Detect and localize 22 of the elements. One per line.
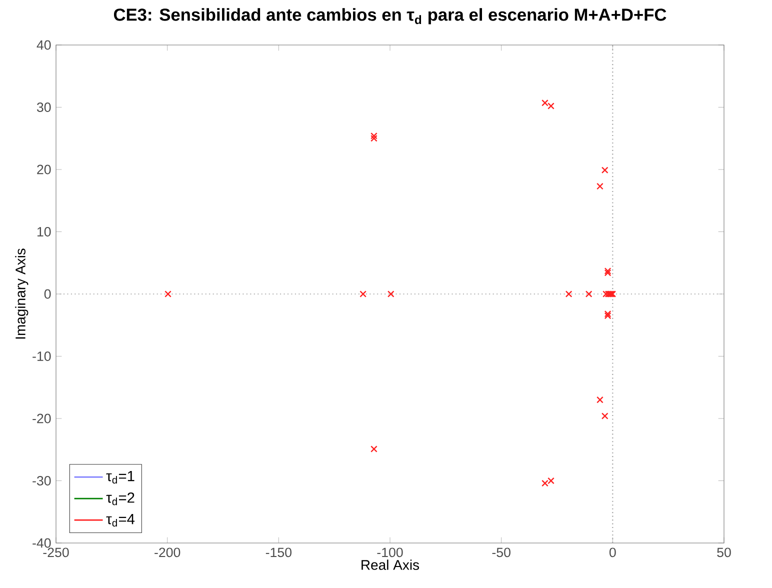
y-tick-label: 0 [44, 289, 51, 299]
y-tick-label: -10 [32, 352, 51, 361]
y-axis-title: Imaginary Axis [15, 248, 28, 339]
y-tick-label: -30 [32, 476, 51, 486]
y-tick-label: -20 [32, 414, 51, 424]
chart-title: CE3: Sensibilidad ante cambios en τ$_{d}$ para el escenario M+A+D+FC [114, 8, 666, 24]
legend-label: τ$_{d}$=1 [106, 471, 134, 484]
legend-label: τ$_{d}$=4 [106, 514, 135, 527]
y-tick-label: 30 [36, 102, 51, 112]
x-tick-label: -100 [377, 548, 403, 558]
x-tick-label: -250 [43, 548, 69, 558]
y-tick-label: 40 [36, 40, 51, 50]
x-tick-label: -200 [154, 548, 180, 558]
y-tick-label: 10 [37, 227, 51, 236]
x-tick-label: -150 [266, 548, 292, 558]
y-tick-label: -40 [32, 538, 51, 548]
x-tick-label: -50 [492, 548, 510, 558]
legend-label: τ$_{d}$=2 [106, 492, 134, 506]
x-tick-label: 0 [609, 548, 616, 558]
x-tick-label: 50 [717, 548, 731, 558]
x-axis-title: Real Axis [362, 560, 420, 570]
y-tick-label: 20 [37, 164, 51, 174]
